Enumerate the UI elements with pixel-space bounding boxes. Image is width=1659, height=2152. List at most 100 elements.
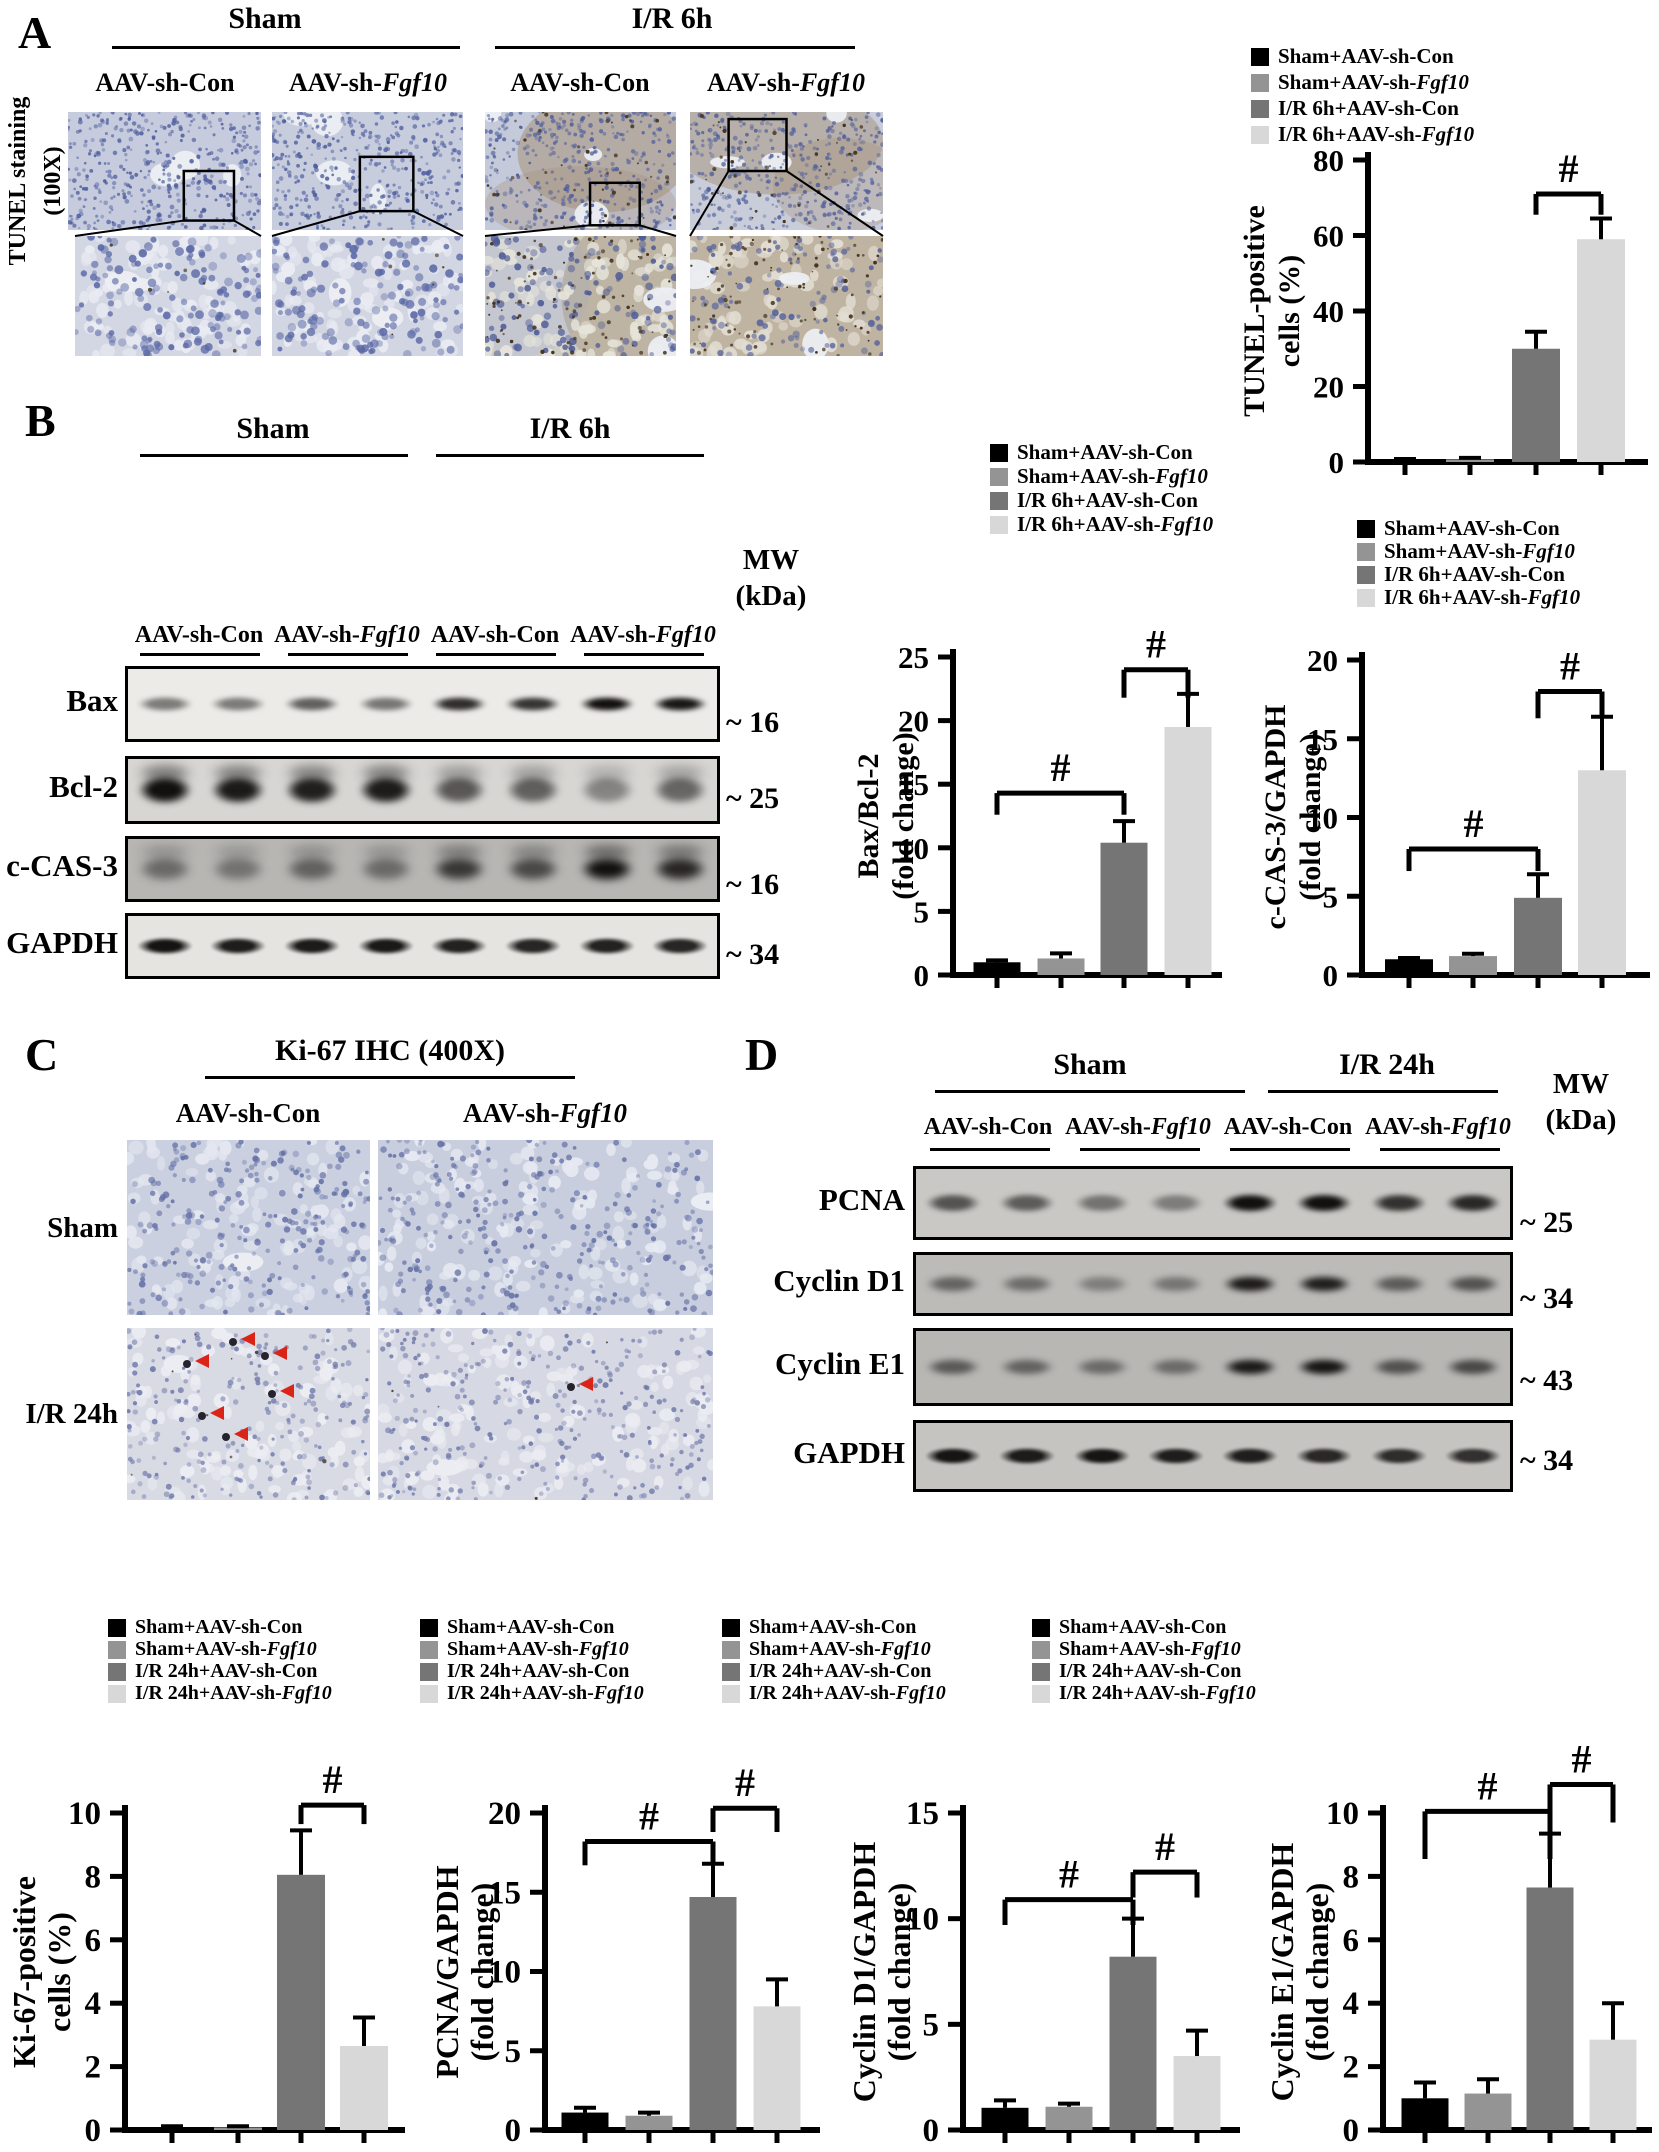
nucleus [457,1488,463,1494]
nucleus [476,1362,481,1367]
cell [553,1476,564,1490]
nucleus [614,305,621,312]
nucleus [577,126,582,131]
cell [612,1268,629,1284]
nucleus [737,241,743,247]
nucleus [297,276,304,282]
nucleus [424,178,428,182]
nucleus [328,336,338,345]
nucleus [461,1233,468,1240]
y-tick-label: 0 [1329,445,1345,480]
nucleus [877,256,883,263]
blot-lane [275,839,349,899]
nucleus [536,1156,543,1163]
dab-speck [507,276,511,280]
blot-lane [570,759,644,821]
nucleus [212,133,216,137]
dab-speck [649,175,653,179]
ki67-positive-cell [567,1382,575,1391]
nucleus [333,216,337,220]
nucleus [366,1349,370,1354]
dab-speck [626,305,630,310]
nucleus [491,161,494,165]
nucleus [331,156,336,161]
cell [523,334,536,348]
cell [347,1426,362,1438]
cell [393,1392,405,1404]
nucleus [431,338,441,348]
nucleus [468,1240,473,1245]
cell [473,1178,484,1192]
nucleus [743,171,748,175]
nucleus [229,123,233,127]
nucleus [806,200,810,204]
nucleus [269,1272,276,1279]
nucleus [836,204,839,208]
nucleus [390,1329,395,1334]
nucleus [594,1399,599,1404]
protein-band [578,696,635,712]
nucleus [528,225,533,229]
nucleus [409,1207,415,1213]
nucleus [627,1350,631,1354]
nucleus [797,170,801,174]
nucleus [208,261,218,271]
cell [528,1328,543,1338]
nucleus [214,198,218,202]
nucleus [457,1405,463,1411]
nucleus [246,1266,252,1271]
nucleus [464,1297,471,1303]
nucleus [823,317,828,323]
nucleus [611,125,615,129]
dab-speck [710,270,714,274]
cell [315,311,325,323]
nucleus [293,140,298,145]
cell [647,1293,659,1305]
nucleus [127,1301,132,1306]
nucleus [80,270,88,277]
nucleus [452,1299,457,1304]
nucleus [187,130,191,133]
nucleus [142,1436,148,1442]
nucleus [502,1258,509,1264]
cell [430,243,443,253]
nucleus [220,122,224,126]
nucleus [601,1297,608,1303]
nucleus [142,207,145,211]
nucleus [633,1395,639,1401]
cell [324,1332,334,1346]
nucleus [268,1213,273,1219]
nucleus [421,219,426,224]
nucleus [153,1436,159,1442]
legend-item: I/R 24h+AAV-sh-Fgf10 [722,1682,946,1705]
nucleus [552,303,558,309]
dab-speck [786,286,789,289]
nucleus [762,322,769,329]
cell [323,1489,338,1500]
nucleus [875,165,879,169]
nucleus [691,1397,697,1402]
nucleus [621,137,625,142]
cell [632,1293,648,1308]
nucleus [582,1477,589,1484]
sig-label: # [1146,622,1166,667]
nucleus [254,162,257,166]
nucleus [776,267,782,273]
dab-speck [812,306,817,312]
cell [122,348,137,356]
cell [546,1382,556,1397]
nucleus [282,1468,288,1474]
nucleus [270,1398,277,1404]
nucleus [151,1359,155,1363]
nucleus [659,264,664,269]
dab-speck [868,352,872,356]
nucleus [502,1215,507,1220]
nucleus [696,131,701,136]
cell [631,1458,647,1473]
cell [79,290,89,306]
protein-band [1147,1358,1204,1376]
nucleus [404,148,409,154]
nucleus [342,1180,348,1187]
legend-item: Sham+AAV-sh-Con [1032,1616,1226,1639]
panel-d-group-sham: Sham [1053,1048,1127,1081]
